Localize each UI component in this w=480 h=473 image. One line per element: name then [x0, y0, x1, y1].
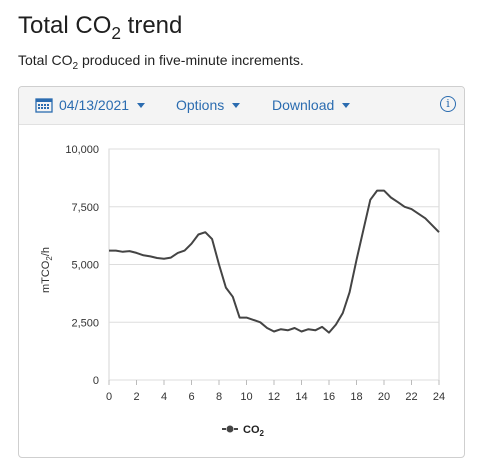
x-tick-label: 24: [433, 391, 445, 403]
legend-marker: [226, 425, 234, 433]
date-label: 04/13/2021: [59, 97, 130, 113]
info-icon[interactable]: i: [440, 96, 456, 112]
x-tick-label: 12: [268, 391, 280, 403]
page-title: Total CO2 trend: [18, 12, 183, 43]
y-axis-label: mTCO2/h: [40, 247, 54, 293]
chart-grid: [108, 148, 440, 381]
legend-label: CO2: [243, 424, 265, 438]
y-tick-label: 5,000: [71, 260, 99, 272]
y-tick-label: 10,000: [65, 144, 99, 156]
x-tick-label: 4: [161, 391, 167, 403]
page-subtitle: Total CO2 produced in five-minute increm…: [18, 52, 304, 72]
chevron-down-icon: [342, 102, 351, 108]
x-tick-label: 2: [133, 391, 139, 403]
y-tick-label: 2,500: [71, 317, 99, 329]
x-tick-label: 8: [216, 391, 222, 403]
x-tick-label: 18: [350, 391, 362, 403]
download-button[interactable]: Download: [272, 97, 351, 113]
series-line-co2: [109, 189, 440, 334]
x-tick-label: 10: [240, 391, 252, 403]
y-tick-label: 0: [93, 375, 99, 387]
x-tick-label: 22: [405, 391, 417, 403]
chart-card: 04/13/2021 Options Download i 0 2,500 5,00…: [18, 86, 465, 458]
options-button[interactable]: Options: [176, 97, 241, 113]
x-axis-ticks: 0 2 4 6 8 10 12 14 16 18 20 22 24: [106, 380, 445, 403]
chart-toolbar: 04/13/2021 Options Download i: [19, 87, 464, 125]
x-tick-label: 20: [378, 391, 390, 403]
legend[interactable]: CO2: [222, 424, 265, 438]
y-tick-label: 7,500: [71, 202, 99, 214]
chevron-down-icon: [137, 102, 146, 108]
y-axis-ticks: 0 2,500 5,000 7,500 10,000: [65, 144, 99, 387]
x-tick-label: 14: [295, 391, 307, 403]
x-tick-label: 6: [188, 391, 194, 403]
date-picker-button[interactable]: 04/13/2021: [35, 97, 146, 113]
calendar-icon: [35, 98, 53, 113]
download-label: Download: [272, 97, 335, 113]
options-label: Options: [176, 97, 225, 113]
x-tick-label: 0: [106, 391, 112, 403]
x-tick-label: 16: [323, 391, 335, 403]
chevron-down-icon: [232, 102, 241, 108]
